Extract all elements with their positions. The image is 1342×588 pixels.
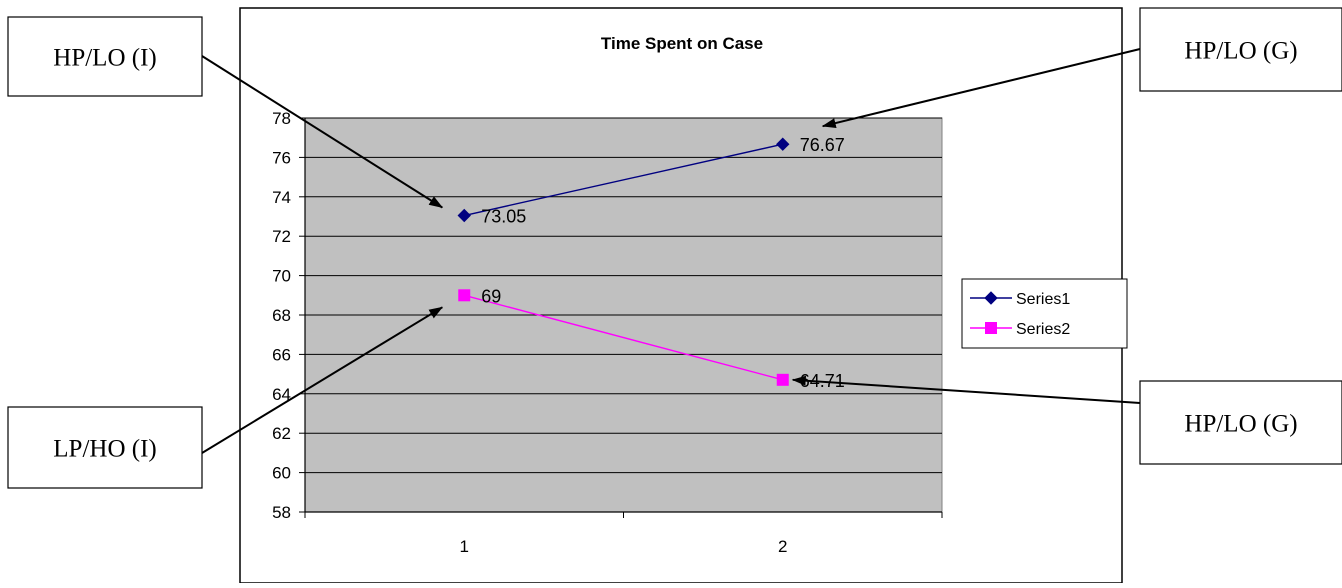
- y-tick-label: 68: [272, 306, 291, 325]
- data-point-marker: [776, 137, 790, 151]
- data-point-marker: [776, 373, 789, 386]
- callout-label: HP/LO (G): [1184, 411, 1297, 438]
- callout-arrow: [201, 306, 444, 454]
- legend-label: Series1: [1016, 291, 1070, 308]
- x-tick-label: 2: [778, 537, 787, 556]
- legend-marker: [985, 322, 997, 334]
- callouts: HP/LO (I) HP/LO (G) LP/HO (I) HP/LO (G): [7, 7, 1342, 489]
- callout-box: [7, 406, 203, 489]
- y-tick-label: 74: [272, 188, 291, 207]
- y-tick-label: 66: [272, 345, 291, 364]
- callout-arrow: [791, 375, 1141, 404]
- legend-box: [961, 278, 1128, 349]
- callout-box: [1139, 380, 1342, 465]
- y-tick-label: 78: [272, 109, 291, 128]
- series-line: [464, 143, 783, 217]
- callout-label: LP/HO (I): [53, 436, 156, 463]
- chart-title: Time Spent on Case: [601, 34, 763, 53]
- y-tick-label: 60: [272, 464, 291, 483]
- data-label: 76.67: [800, 135, 845, 155]
- data-point-marker: [458, 289, 471, 302]
- legend-label: Series2: [1016, 321, 1070, 338]
- data-label: 73.05: [481, 207, 526, 227]
- legend: Series1 Series2: [961, 278, 1128, 349]
- callout-box: [7, 16, 203, 97]
- y-tick-label: 76: [272, 148, 291, 167]
- y-tick-label: 62: [272, 424, 291, 443]
- y-tick-label: 58: [272, 503, 291, 522]
- callout-box: [1139, 7, 1342, 92]
- y-tick-label: 72: [272, 227, 291, 246]
- x-tick-label: 1: [460, 537, 469, 556]
- y-tick-label: 64: [272, 385, 291, 404]
- callout-label: HP/LO (I): [53, 45, 156, 72]
- callout-arrow: [201, 55, 444, 209]
- callout-label: HP/LO (G): [1184, 38, 1297, 65]
- y-tick-label: 70: [272, 267, 291, 286]
- legend-marker: [984, 291, 998, 305]
- series-line: [464, 294, 783, 381]
- callout-arrow: [821, 48, 1141, 128]
- data-label: 69: [481, 286, 501, 306]
- data-point-marker: [457, 208, 471, 223]
